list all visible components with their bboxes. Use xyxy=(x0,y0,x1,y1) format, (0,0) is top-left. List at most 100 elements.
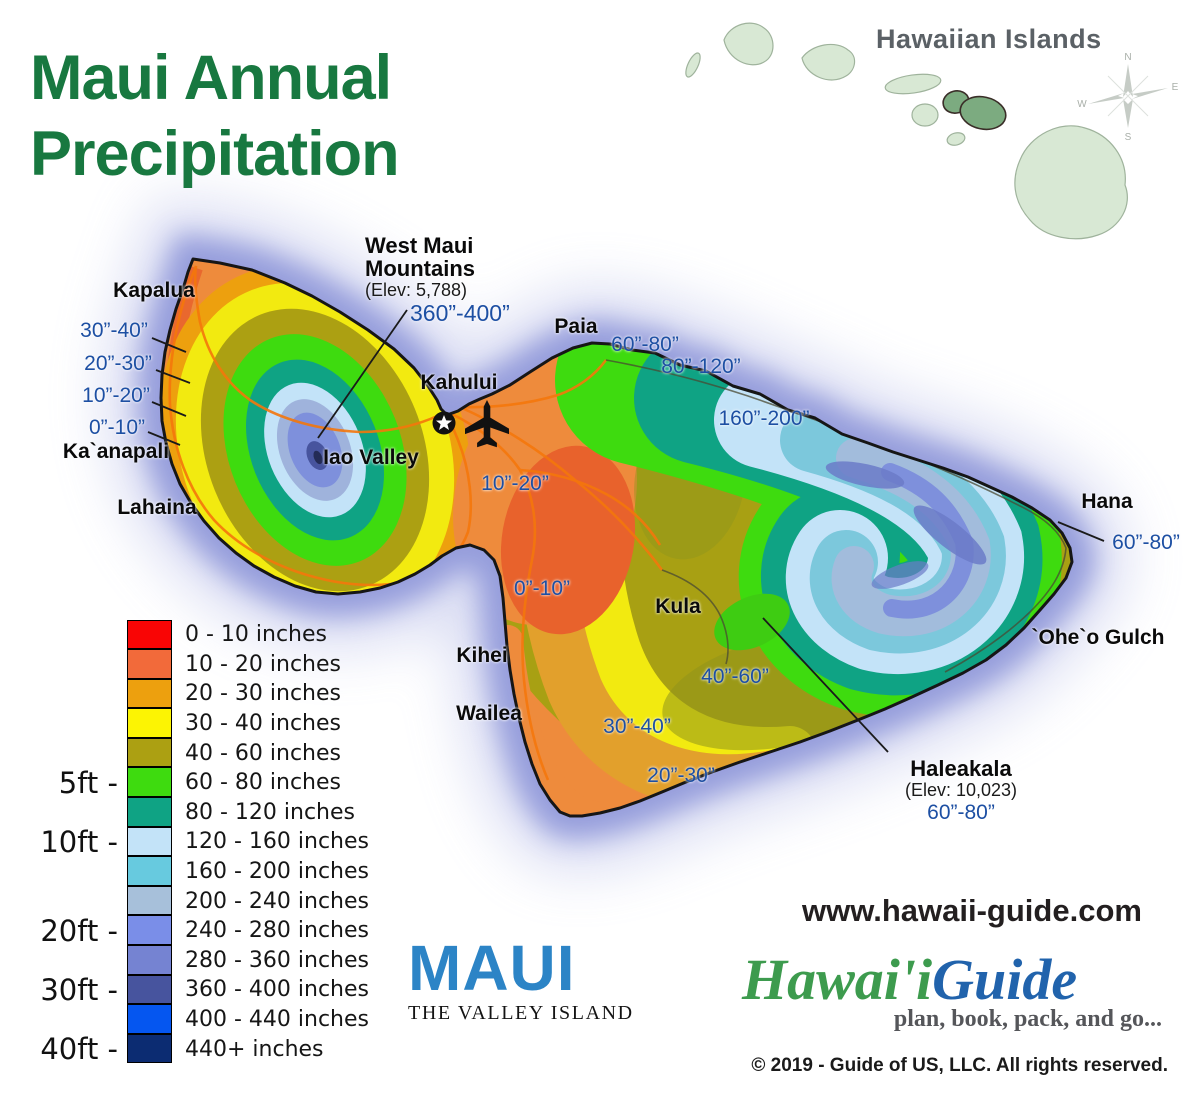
precip-range-label-4: 60”-80” xyxy=(611,333,679,356)
legend-range-label: 30 - 40 inches xyxy=(185,711,341,737)
legend-color-swatch xyxy=(127,767,172,798)
copyright-text: © 2019 - Guide of US, LLC. All rights re… xyxy=(751,1055,1168,1076)
leader-line xyxy=(762,617,889,753)
leader-line xyxy=(147,431,181,446)
legend-range-label: 80 - 120 inches xyxy=(185,799,355,825)
leader-line xyxy=(151,337,187,353)
precip-range-label-3: 0”-10” xyxy=(88,416,146,439)
maui-logo-tagline: THE VALLEY ISLAND xyxy=(408,1002,634,1024)
compass-e: E xyxy=(1172,82,1179,93)
place-label-oheo-gulch: `Ohe`o Gulch xyxy=(1031,626,1165,649)
precip-range-label-10: 30”-40” xyxy=(603,715,671,738)
legend-color-swatch xyxy=(127,915,172,946)
precipitation-legend: 0 - 10 inches 10 - 20 inches 20 - 30 inche… xyxy=(40,619,369,1067)
legend-range-label: 360 - 400 inches xyxy=(185,977,369,1003)
legend-ft-mark: 40ft - xyxy=(40,1032,118,1067)
west-maui-elevation: (Elev: 5,788) xyxy=(365,280,468,300)
website-url[interactable]: www.hawaii-guide.com xyxy=(802,893,1142,928)
legend-row: 5ft - 60 - 80 inches xyxy=(40,765,369,800)
place-label-hana: Hana xyxy=(1081,490,1133,513)
leader-line xyxy=(151,401,187,417)
compass-s: S xyxy=(1125,132,1132,143)
compass-rose: N S E W xyxy=(1077,52,1178,143)
brand-word-guide: Guide xyxy=(932,947,1078,1012)
place-label-paia: Paia xyxy=(554,315,598,338)
legend-color-swatch xyxy=(127,885,172,916)
legend-color-swatch xyxy=(127,974,172,1005)
island-molokai xyxy=(884,73,942,95)
page-title: Maui Annual Precipitation xyxy=(30,40,400,192)
legend-row: 30ft - 360 - 400 inches xyxy=(40,972,369,1007)
hawaiian-islands-inset: N S E W xyxy=(685,22,1179,240)
island-maui-highlight xyxy=(942,90,1007,131)
hana-highway xyxy=(605,359,1067,673)
place-label-wailea: Wailea xyxy=(456,702,522,725)
maui-valley-island-logo: MAUI THE VALLEY ISLAND xyxy=(408,936,634,1025)
legend-row: 10ft - 120 - 160 inches xyxy=(40,824,369,859)
west-maui-name-line2: Mountains xyxy=(365,256,475,281)
legend-row: 20ft - 240 - 280 inches xyxy=(40,913,369,948)
legend-ft-mark: 30ft - xyxy=(40,972,118,1007)
island-niihau xyxy=(685,52,701,78)
precip-range-label-5: 80”-120” xyxy=(661,355,741,378)
island-big-island xyxy=(1014,125,1128,240)
leader-lines xyxy=(147,309,1105,753)
legend-range-label: 60 - 80 inches xyxy=(185,770,341,796)
haleakala-name: Haleakala xyxy=(910,756,1012,781)
leader-line xyxy=(1057,521,1105,542)
maui-logo-word: MAUI xyxy=(408,932,576,1004)
legend-row: 30 - 40 inches xyxy=(40,708,369,739)
annotation-west-maui-mountains: West Maui Mountains (Elev: 5,788) 360”-4… xyxy=(365,234,510,326)
legend-color-swatch xyxy=(127,678,172,709)
legend-range-label: 400 - 440 inches xyxy=(185,1007,369,1033)
airplane-icon xyxy=(465,400,509,448)
legend-row: 280 - 360 inches xyxy=(40,945,369,976)
legend-row: 10 - 20 inches xyxy=(40,649,369,680)
legend-range-label: 0 - 10 inches xyxy=(185,622,328,648)
place-label-kahului: Kahului xyxy=(420,371,498,394)
place-label-kapalua: Kapalua xyxy=(113,279,195,302)
legend-ft-mark: 20ft - xyxy=(40,913,118,948)
legend-row: 400 - 440 inches xyxy=(40,1004,369,1035)
island-kahoolawe xyxy=(946,132,966,146)
legend-color-swatch xyxy=(127,737,172,768)
legend-row: 0 - 10 inches xyxy=(40,619,369,650)
legend-color-swatch xyxy=(127,649,172,679)
place-label-kihei: Kihei xyxy=(456,644,508,667)
island-oahu xyxy=(801,43,856,81)
leader-line xyxy=(317,309,408,439)
legend-row: 80 - 120 inches xyxy=(40,797,369,828)
brand-word-hawaii: Hawai'i xyxy=(742,947,933,1012)
island-lanai xyxy=(911,103,939,127)
west-maui-name-line1: West Maui xyxy=(365,233,474,258)
legend-row: 20 - 30 inches xyxy=(40,678,369,709)
west-maui-precip-range: 360”-400” xyxy=(410,300,510,326)
legend-range-label: 120 - 160 inches xyxy=(185,829,369,855)
legend-color-swatch xyxy=(127,945,172,975)
precip-range-label-2: 10”-20” xyxy=(82,384,150,407)
page-title-line2: Precipitation xyxy=(30,119,400,189)
compass-w: W xyxy=(1077,99,1087,110)
precip-range-label-9: 40”-60” xyxy=(701,665,769,688)
legend-ft-mark: 10ft - xyxy=(40,824,118,859)
page-title-line1: Maui Annual xyxy=(30,43,392,113)
legend-range-label: 200 - 240 inches xyxy=(185,888,369,914)
precip-range-label-11: 20”-30” xyxy=(647,764,715,787)
island-kauai xyxy=(723,22,774,66)
legend-color-swatch xyxy=(127,856,172,886)
legend-row: 40 - 60 inches xyxy=(40,737,369,768)
precip-range-label-1: 20”-30” xyxy=(84,352,152,375)
haleakala-precip-range: 60”-80” xyxy=(927,801,995,824)
legend-ft-mark: 5ft - xyxy=(58,765,118,800)
legend-color-swatch xyxy=(127,826,172,857)
hawaii-guide-logo: Hawai'iGuide plan, book, pack, and go... xyxy=(742,950,1162,1033)
legend-color-swatch xyxy=(127,1033,172,1064)
legend-color-swatch xyxy=(127,797,172,827)
haleakala-elevation: (Elev: 10,023) xyxy=(904,780,1018,800)
legend-range-label: 20 - 30 inches xyxy=(185,681,341,707)
precip-range-label-6: 160”-200” xyxy=(718,407,810,430)
precip-range-label-8: 0”-10” xyxy=(513,577,571,600)
precip-range-label-7: 10”-20” xyxy=(481,472,549,495)
